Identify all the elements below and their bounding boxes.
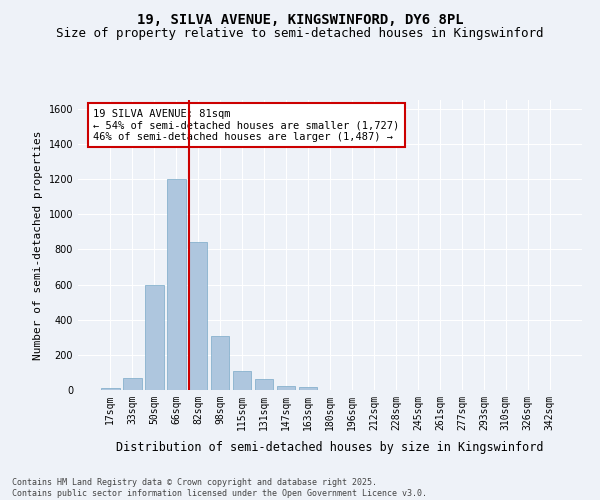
Bar bbox=[101, 388, 119, 390]
Bar bbox=[167, 179, 185, 390]
Text: Distribution of semi-detached houses by size in Kingswinford: Distribution of semi-detached houses by … bbox=[116, 441, 544, 454]
Bar bbox=[233, 370, 251, 390]
Bar bbox=[299, 388, 317, 390]
Bar bbox=[277, 386, 295, 390]
Text: Size of property relative to semi-detached houses in Kingswinford: Size of property relative to semi-detach… bbox=[56, 28, 544, 40]
Bar bbox=[189, 242, 208, 390]
Bar bbox=[145, 284, 164, 390]
Y-axis label: Number of semi-detached properties: Number of semi-detached properties bbox=[33, 130, 43, 360]
Bar bbox=[123, 378, 142, 390]
Text: Contains HM Land Registry data © Crown copyright and database right 2025.
Contai: Contains HM Land Registry data © Crown c… bbox=[12, 478, 427, 498]
Text: 19 SILVA AVENUE: 81sqm
← 54% of semi-detached houses are smaller (1,727)
46% of : 19 SILVA AVENUE: 81sqm ← 54% of semi-det… bbox=[93, 108, 400, 142]
Text: 19, SILVA AVENUE, KINGSWINFORD, DY6 8PL: 19, SILVA AVENUE, KINGSWINFORD, DY6 8PL bbox=[137, 12, 463, 26]
Bar bbox=[211, 336, 229, 390]
Bar bbox=[255, 380, 274, 390]
